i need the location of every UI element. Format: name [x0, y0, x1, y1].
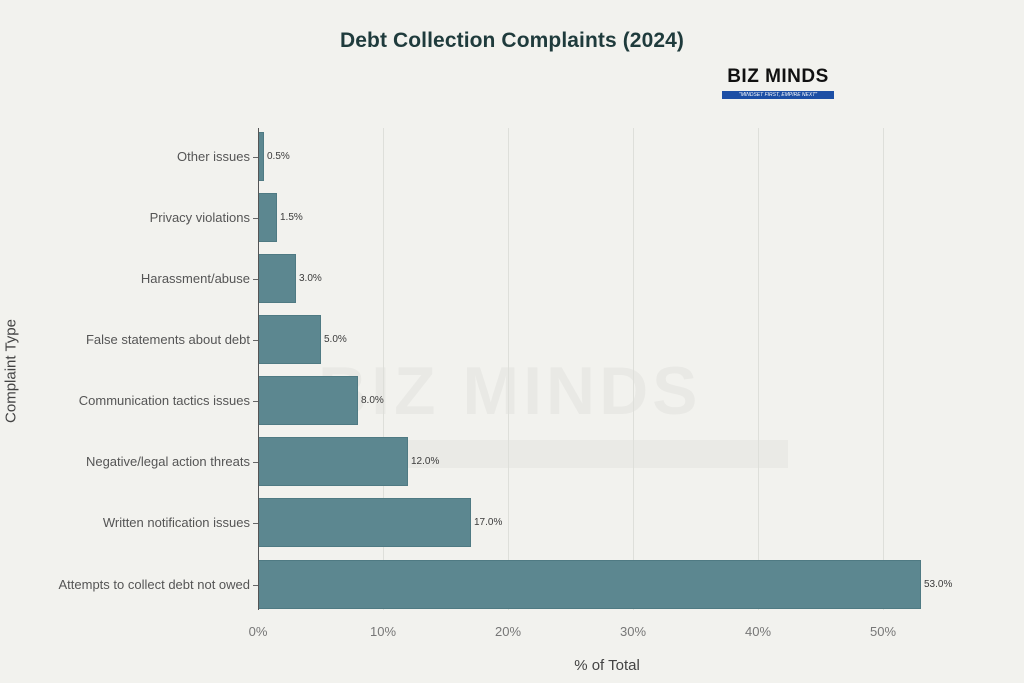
logo-text: BIZ MINDS [727, 66, 829, 87]
y-tick [253, 585, 258, 586]
category-label: Harassment/abuse [140, 271, 250, 286]
y-tick [253, 462, 258, 463]
category-label: Attempts to collect debt not owed [58, 577, 251, 592]
category-label: Communication tactics issues [78, 393, 250, 408]
y-tick [253, 340, 258, 341]
bar-communication-tactics [258, 376, 358, 425]
x-tick-label: 20% [494, 624, 522, 639]
value-label: 1.5% [280, 212, 303, 223]
y-tick [253, 279, 258, 280]
category-label: Negative/legal action threats [85, 454, 250, 469]
x-tick-label: 10% [369, 624, 397, 639]
category-label: Privacy violations [149, 210, 250, 225]
x-tick-label: 50% [869, 624, 897, 639]
category-label: False statements about debt [85, 332, 250, 347]
logo-tagline: "MINDSET FIRST, EMPIRE NEXT" [722, 91, 834, 99]
y-tick [253, 218, 258, 219]
bizminds-logo: BIZ MINDS "MINDSET FIRST, EMPIRE NEXT" [720, 66, 836, 102]
bar-privacy-violations [258, 193, 277, 242]
y-tick [253, 523, 258, 524]
x-tick-label: 40% [744, 624, 772, 639]
value-label: 0.5% [267, 151, 290, 162]
y-axis-title: Complaint Type [2, 319, 20, 423]
x-axis-title: % of Total [574, 657, 640, 674]
bar-false-statements [258, 315, 321, 364]
gridline-50 [883, 128, 884, 610]
bar-debt-not-owed [258, 560, 921, 609]
value-label: 5.0% [324, 334, 347, 345]
gridline-10 [383, 128, 384, 610]
value-label: 53.0% [924, 579, 953, 590]
y-tick [253, 157, 258, 158]
y-tick [253, 401, 258, 402]
value-label: 17.0% [474, 517, 503, 528]
chart-title: Debt Collection Complaints (2024) [339, 29, 685, 52]
category-label: Other issues [177, 149, 250, 164]
gridline-30 [633, 128, 634, 610]
bar-written-notification [258, 498, 471, 547]
value-label: 12.0% [411, 456, 440, 467]
category-label: Written notification issues [102, 515, 250, 530]
value-label: 8.0% [361, 395, 384, 406]
value-label: 3.0% [299, 273, 322, 284]
gridline-40 [758, 128, 759, 610]
x-tick-label: 0% [248, 624, 268, 639]
gridline-20 [508, 128, 509, 610]
plot-area: 0.5% 1.5% 3.0% 5.0% 8.0% 12.0% 17.0% 53.… [258, 128, 958, 610]
bar-legal-action-threats [258, 437, 408, 486]
y-axis-line [258, 128, 259, 610]
x-tick-label: 30% [619, 624, 647, 639]
bar-harassment-abuse [258, 254, 296, 303]
